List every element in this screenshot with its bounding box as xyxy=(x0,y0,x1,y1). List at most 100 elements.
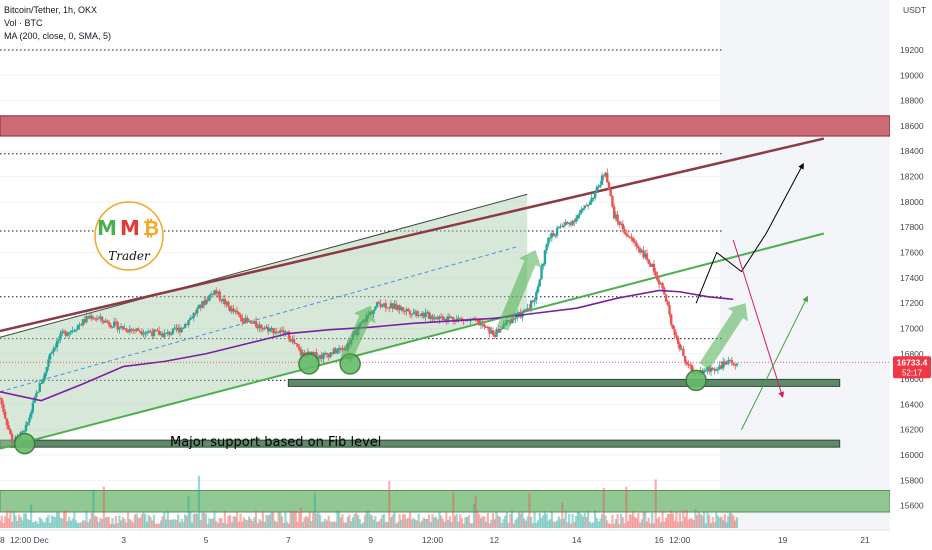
candle-body xyxy=(99,316,102,319)
volume-bar xyxy=(623,523,626,528)
volume-bar xyxy=(519,513,522,528)
volume-bar xyxy=(573,521,576,528)
volume-bar xyxy=(149,516,152,528)
candle-body xyxy=(90,315,93,319)
candle-body xyxy=(538,279,541,287)
volume-bar xyxy=(652,523,656,528)
volume-bar xyxy=(268,514,271,528)
candle-body xyxy=(446,316,450,321)
candle-body xyxy=(24,424,28,431)
volume-bar xyxy=(422,517,425,528)
candle-body xyxy=(424,312,427,318)
candle-body xyxy=(631,237,635,242)
candle-body xyxy=(377,302,381,304)
volume-bar xyxy=(407,517,410,528)
candle-body xyxy=(578,213,581,216)
volume-bar xyxy=(592,522,595,528)
volume-bar xyxy=(649,523,652,528)
candle-body xyxy=(682,348,685,356)
volume-bar xyxy=(680,521,683,528)
candle-body xyxy=(310,352,313,355)
volume-bar xyxy=(446,520,450,528)
volume-bar xyxy=(246,520,249,528)
volume-bar xyxy=(43,522,47,528)
candle-body xyxy=(664,294,668,302)
candle-body xyxy=(289,339,292,342)
volume-bar xyxy=(583,512,586,528)
candle-body xyxy=(732,362,735,365)
candle-body xyxy=(38,383,41,392)
volume-bar xyxy=(640,519,643,528)
volume-bar xyxy=(71,518,74,528)
volume-bar xyxy=(196,513,199,528)
candle-body xyxy=(140,331,144,335)
volume-bar xyxy=(491,513,495,528)
volume-bar xyxy=(421,520,424,528)
volume-bar xyxy=(24,513,28,528)
volume-bar xyxy=(510,509,514,528)
volume-bar xyxy=(580,514,583,528)
candle-body xyxy=(228,306,232,312)
volume-bar xyxy=(401,514,405,528)
volume-bar xyxy=(557,516,560,528)
candle-body xyxy=(159,333,163,336)
volume-bar xyxy=(699,513,702,528)
volume-bar xyxy=(616,513,619,528)
candle-body xyxy=(414,311,417,313)
volume-bar xyxy=(559,519,562,528)
volume-bar xyxy=(130,520,133,528)
volume-bar xyxy=(725,522,728,528)
volume-bar xyxy=(234,516,237,528)
volume-bar xyxy=(312,512,315,528)
candle-body xyxy=(194,312,197,314)
volume-bar xyxy=(602,487,605,528)
volume-bar xyxy=(426,518,429,528)
volume-bar xyxy=(633,517,637,528)
volume-bar xyxy=(339,517,342,528)
breakout-arrow xyxy=(340,305,376,362)
candle-body xyxy=(721,361,725,369)
candle-body xyxy=(218,291,221,300)
mmb-trader-logo: M M ₿ Trader xyxy=(94,201,164,271)
volume-bar xyxy=(87,522,90,528)
x-tick-label: 21 xyxy=(860,535,870,545)
volume-bar xyxy=(495,511,498,528)
volume-bar xyxy=(644,512,647,528)
volume-bar xyxy=(318,514,322,528)
candle-body xyxy=(2,404,5,412)
candle-body xyxy=(702,370,706,373)
candle-body xyxy=(645,253,649,260)
candle-body xyxy=(587,204,590,206)
volume-bar xyxy=(727,516,730,528)
volume-bar xyxy=(248,516,251,528)
candle-body xyxy=(491,330,495,335)
candle-body xyxy=(394,303,398,310)
volume-bar xyxy=(265,514,268,528)
volume-bar xyxy=(28,519,31,528)
candle-body xyxy=(452,317,455,321)
volume-bar xyxy=(68,516,71,528)
y-tick-label: 19000 xyxy=(900,70,924,80)
volume-bar xyxy=(581,516,585,528)
volume-bar xyxy=(403,514,406,528)
volume-bar xyxy=(133,514,137,528)
volume-bar xyxy=(353,513,356,528)
candle-body xyxy=(401,307,405,311)
candle-body xyxy=(528,308,531,310)
volume-bar xyxy=(230,522,233,528)
candle-body xyxy=(157,330,161,336)
projection-up-path xyxy=(695,162,804,304)
volume-bar xyxy=(341,514,344,528)
candle-body xyxy=(164,332,168,334)
candle-body xyxy=(337,348,341,351)
volume-bar xyxy=(289,510,292,528)
volume-bar xyxy=(166,510,169,528)
volume-bar xyxy=(587,510,590,528)
candle-body xyxy=(147,331,150,333)
volume-bar xyxy=(481,516,484,528)
candle-body xyxy=(604,172,607,176)
candle-body xyxy=(495,329,498,337)
volume-bar xyxy=(213,510,216,528)
